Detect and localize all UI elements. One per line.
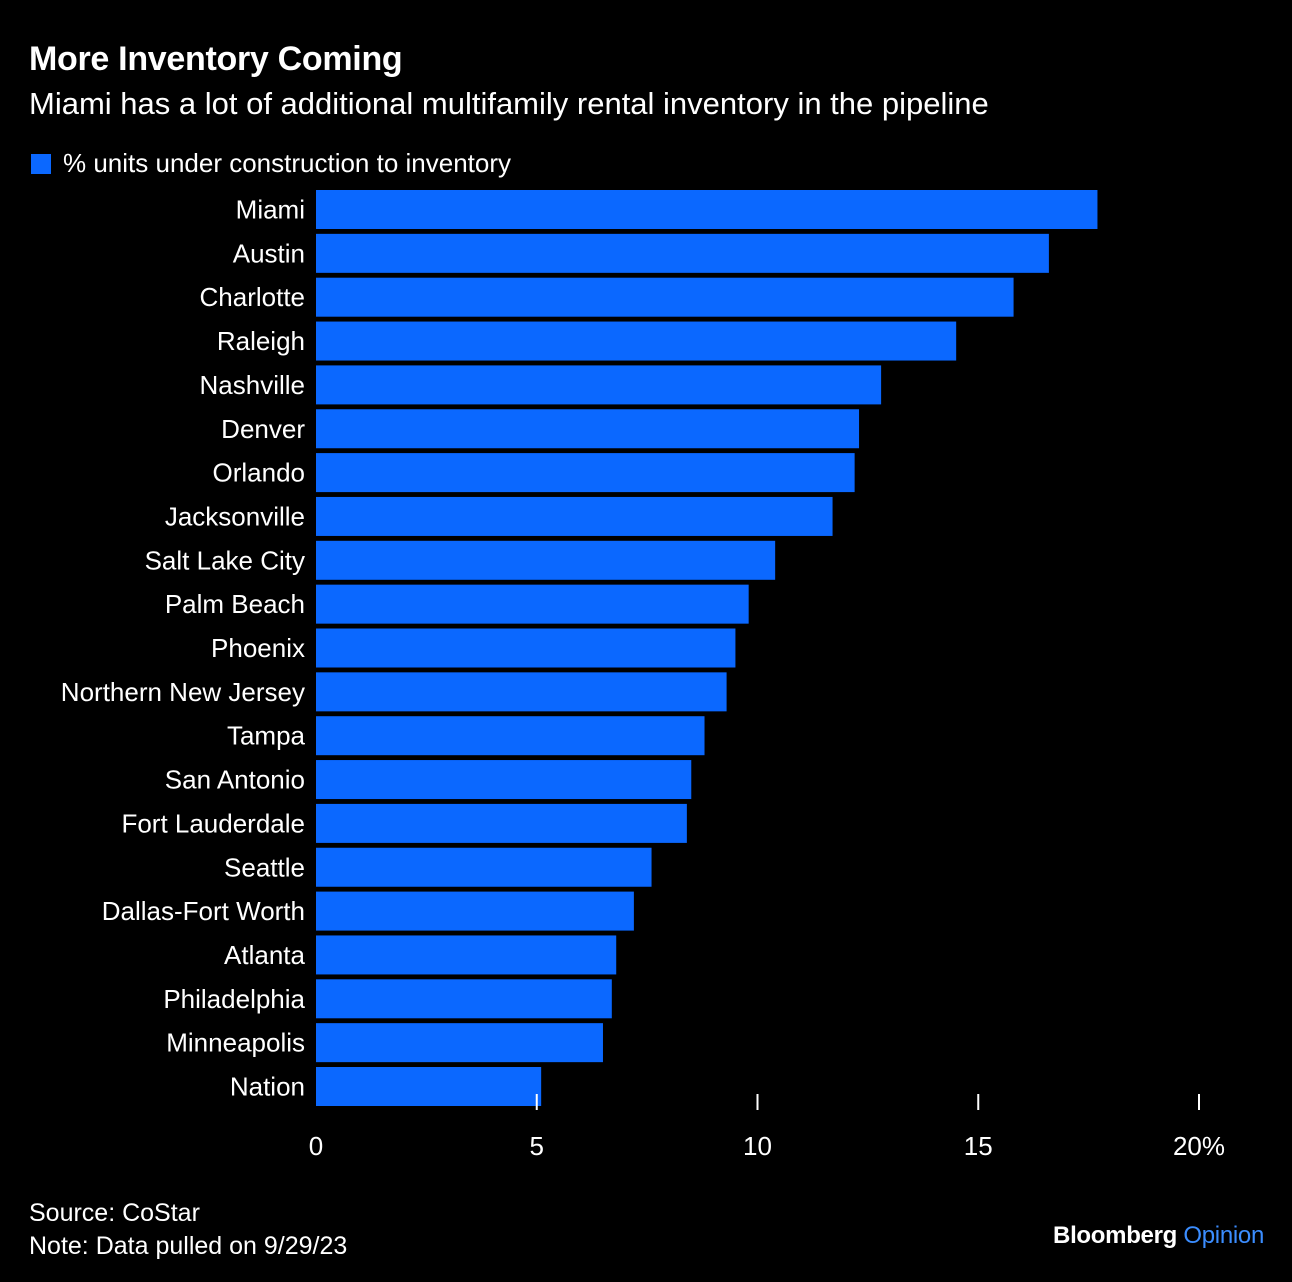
bar: [316, 716, 705, 756]
category-label: Nation: [230, 1072, 305, 1102]
bar: [316, 935, 617, 975]
data-note: Note: Data pulled on 9/29/23: [29, 1232, 348, 1260]
bar: [316, 1067, 542, 1106]
category-label: Jacksonville: [165, 501, 305, 531]
chart-title: More Inventory Coming: [29, 40, 403, 78]
chart-footer: Source: CoStar Note: Data pulled on 9/29…: [29, 1197, 347, 1263]
bar: [316, 803, 687, 843]
bar: [316, 496, 833, 536]
category-label: Fort Lauderdale: [121, 808, 305, 838]
category-label: Charlotte: [200, 282, 306, 312]
category-label: Denver: [221, 414, 305, 444]
x-tick-label: 5: [530, 1131, 544, 1161]
bar: [316, 540, 776, 580]
bar: [316, 891, 634, 931]
category-label: Seattle: [224, 852, 305, 882]
bar-chart: Miami Austin Charlotte Raleigh Nashville Denv…: [61, 190, 1225, 1161]
legend-label: % units under construction to inventory: [63, 148, 512, 178]
category-label: Salt Lake City: [145, 545, 305, 575]
bar: [316, 453, 855, 493]
legend-swatch: [31, 153, 51, 174]
brand-accent: Opinion: [1183, 1222, 1264, 1249]
bar: [316, 1023, 603, 1063]
category-label: Northern New Jersey: [61, 677, 305, 707]
bar: [316, 760, 692, 800]
bar: [316, 672, 727, 712]
category-label: Phoenix: [211, 633, 305, 663]
category-label: Dallas-Fort Worth: [102, 896, 305, 926]
category-label: Palm Beach: [165, 589, 305, 619]
category-label: Tampa: [227, 721, 306, 751]
bar: [316, 233, 1049, 273]
bar: [316, 979, 612, 1019]
bar: [316, 628, 736, 668]
bar: [316, 847, 652, 887]
category-label: Minneapolis: [166, 1028, 305, 1058]
category-label: Orlando: [213, 458, 306, 488]
category-label: Atlanta: [224, 940, 305, 970]
bar: [316, 321, 957, 361]
category-label: Raleigh: [217, 326, 305, 356]
category-label: Miami: [236, 195, 305, 225]
x-tick-label: 10: [743, 1131, 772, 1161]
bar: [316, 277, 1014, 317]
category-label: Nashville: [200, 370, 306, 400]
category-label: Austin: [233, 238, 305, 268]
x-tick-label: 15: [964, 1131, 993, 1161]
x-tick-label: 0: [309, 1131, 323, 1161]
bar: [316, 190, 1098, 229]
category-label: Philadelphia: [163, 984, 305, 1014]
chart-subtitle: Miami has a lot of additional multifamil…: [29, 86, 989, 121]
bar: [316, 584, 749, 624]
bar: [316, 365, 882, 405]
category-label: San Antonio: [165, 765, 305, 795]
brand-name: Bloomberg: [1053, 1222, 1177, 1249]
chart-legend: % units under construction to inventory: [31, 148, 511, 179]
bloomberg-opinion-logo: Bloomberg Opinion: [1053, 1222, 1264, 1250]
bar: [316, 409, 860, 449]
source-note: Source: CoStar: [29, 1199, 200, 1227]
x-tick-label: 20%: [1173, 1131, 1225, 1161]
